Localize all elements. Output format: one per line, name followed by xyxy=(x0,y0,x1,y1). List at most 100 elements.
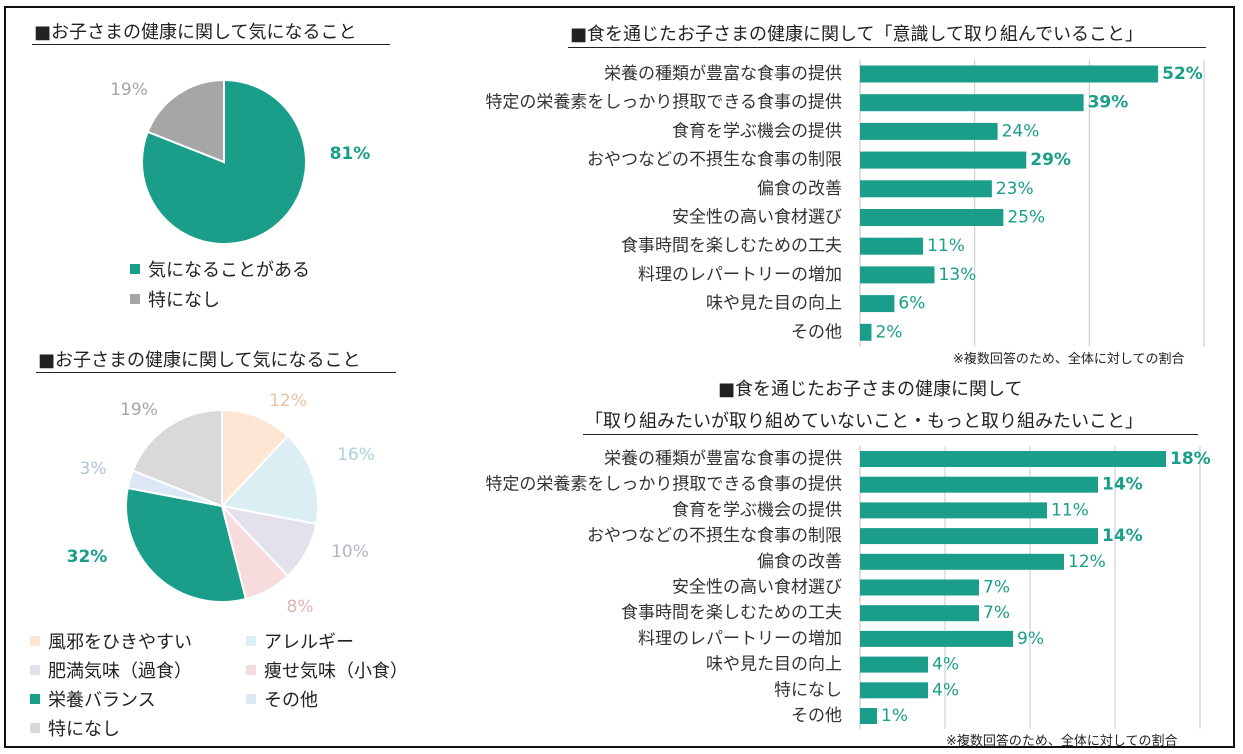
bar1-bar-4 xyxy=(860,180,992,198)
bar2-category-label-5: 安全性の高い食材選び xyxy=(672,578,842,598)
pie2-legend-swatch xyxy=(30,636,40,646)
bar2-value-label-9: 4% xyxy=(932,680,959,700)
pie2-legend-swatch xyxy=(30,665,40,675)
bar1-value-label-1: 39% xyxy=(1088,93,1129,113)
bar1-value-label-4: 23% xyxy=(996,179,1034,199)
bar2-category-label-10: その他 xyxy=(791,706,842,726)
pie2-legend-label: アレルギー xyxy=(264,632,354,653)
pie1-chart: 81% 19% xyxy=(110,78,371,245)
bar1-category-label-6: 食事時間を楽しむための工夫 xyxy=(621,236,842,256)
bar2-value-label-0: 18% xyxy=(1170,449,1211,469)
pie1-title-underline xyxy=(32,44,390,45)
pie2-legend: 風邪をひきやすい アレルギー 肥満気味（過食） 痩せ気味（小食） 栄養バランス その他 特に… xyxy=(30,628,430,740)
pie2-legend-label: 風邪をひきやすい xyxy=(48,632,192,653)
bar1-chart: 栄養の種類が豊富な食事の提供 52% 特定の栄養素をしっかり摂取できる食事の提供 39… xyxy=(485,59,1205,347)
pie2-slice-6 xyxy=(131,408,223,508)
bar1-value-label-8: 6% xyxy=(898,294,925,314)
bar2-bar-10 xyxy=(860,708,877,724)
pie2-label-5: 3% xyxy=(80,459,107,479)
pie2-legend-swatch xyxy=(30,723,40,733)
bar1-category-label-1: 特定の栄養素をしっかり摂取できる食事の提供 xyxy=(485,93,842,113)
bar1-title: ■食を通じたお子さまの健康に関して「意識して取り組んでいること」 xyxy=(570,24,1144,45)
bar2-value-label-3: 14% xyxy=(1102,526,1143,546)
bar2-bar-4 xyxy=(860,553,1064,570)
pie2-legend-item: 特になし xyxy=(30,715,120,741)
bar2-value-label-1: 14% xyxy=(1102,475,1143,495)
pie2-slice-4 xyxy=(125,486,248,603)
pie1-title: ■お子さまの健康に関して気になること xyxy=(34,22,357,43)
pie2-chart: 12% 16% 10% 8% 32% 3% 19% xyxy=(67,391,375,617)
pie1-slice-0 xyxy=(141,78,307,245)
pie2-label-4: 32% xyxy=(67,547,108,567)
bar2-bar-1 xyxy=(860,476,1098,493)
bar2-title-underline xyxy=(583,434,1198,435)
bar1-note: ※複数回答のため、全体に対しての割合 xyxy=(953,352,1185,367)
bar2-value-label-4: 12% xyxy=(1068,552,1106,572)
bar2-bar-6 xyxy=(860,605,979,622)
pie2-label-2: 10% xyxy=(331,542,369,562)
pie2-slice-1 xyxy=(220,434,319,526)
bar1-value-label-5: 25% xyxy=(1007,208,1045,228)
pie1-legend-swatch xyxy=(130,294,140,304)
pie2-legend-label: 特になし xyxy=(48,719,120,740)
pie2-legend-swatch xyxy=(246,665,256,675)
bar1-bar-1 xyxy=(860,94,1084,112)
bar2-bar-8 xyxy=(860,656,928,673)
pie2-label-3: 8% xyxy=(287,597,314,617)
bar2-value-label-2: 11% xyxy=(1051,500,1089,520)
pie1-legend-label: 気になることがある xyxy=(148,260,310,281)
bar1-category-label-7: 料理のレパートリーの増加 xyxy=(638,265,842,285)
bar2-bar-0 xyxy=(860,451,1166,467)
pie1-legend-swatch xyxy=(130,264,140,274)
pie1-legend-label: 特になし xyxy=(148,290,220,311)
pie2-legend-label: その他 xyxy=(264,690,318,711)
pie2-legend-label: 痩せ気味（小食） xyxy=(264,661,408,682)
bar1-category-label-9: その他 xyxy=(791,322,842,342)
bar1-category-label-5: 安全性の高い食材選び xyxy=(672,208,842,228)
bar1-bar-6 xyxy=(860,237,924,255)
bar1-bar-3 xyxy=(860,151,1027,169)
pie1-label-0: 81% xyxy=(330,144,371,164)
pie2-legend-swatch xyxy=(246,694,256,704)
pie2-legend-item: その他 xyxy=(246,686,318,712)
pie2-title-underline xyxy=(36,372,396,373)
bar1-bar-0 xyxy=(860,65,1159,83)
bar2-category-label-6: 食事時間を楽しむための工夫 xyxy=(621,603,842,623)
pie1-label-1: 19% xyxy=(110,80,148,100)
pie2-legend-item: アレルギー xyxy=(246,628,354,654)
bar1-value-label-7: 13% xyxy=(939,265,977,285)
pie2-label-1: 16% xyxy=(337,445,375,465)
pie2-legend-item: 栄養バランス xyxy=(30,686,156,712)
bar2-value-label-6: 7% xyxy=(983,603,1010,623)
bar2-title-line2: 「取り組みたいが取り組めていないこと・もっと取り組みたいこと」 xyxy=(585,411,1143,432)
bar1-category-label-4: 偏食の改善 xyxy=(757,179,842,199)
pie2-title: ■お子さまの健康に関して気になること xyxy=(38,350,361,371)
bar2-value-label-7: 9% xyxy=(1017,629,1044,649)
bar1-value-label-0: 52% xyxy=(1162,64,1203,84)
bar1-value-label-2: 24% xyxy=(1002,121,1040,141)
pie2-slice-0 xyxy=(221,408,290,509)
bar2-category-label-2: 食育を学ぶ機会の提供 xyxy=(672,500,842,520)
bar2-category-label-3: おやつなどの不摂生な食事の制限 xyxy=(587,526,842,546)
bar1-bar-2 xyxy=(860,122,998,140)
pie1-slice-1 xyxy=(146,78,225,164)
bar1-category-label-8: 味や見た目の向上 xyxy=(706,294,842,314)
bar2-category-label-9: 特になし xyxy=(774,680,842,700)
bar1-value-label-6: 11% xyxy=(927,236,965,256)
bar1-category-label-3: おやつなどの不摂生な食事の制限 xyxy=(587,150,842,170)
bar1-value-label-3: 29% xyxy=(1030,150,1071,170)
bar1-bar-8 xyxy=(860,295,895,313)
bar2-category-label-1: 特定の栄養素をしっかり摂取できる食事の提供 xyxy=(485,475,842,495)
pie1-legend-item: 気になることがある xyxy=(130,256,310,282)
bar2-bar-2 xyxy=(860,502,1047,519)
pie2-label-0: 12% xyxy=(269,391,307,411)
bar2-category-label-0: 栄養の種類が豊富な食事の提供 xyxy=(604,449,842,469)
pie2-legend-swatch xyxy=(246,636,256,646)
bar2-value-label-8: 4% xyxy=(932,655,959,675)
pie2-legend-item: 風邪をひきやすい xyxy=(30,628,192,654)
bar1-bar-5 xyxy=(860,209,1004,226)
chart-frame xyxy=(4,6,1235,748)
bar1-category-label-0: 栄養の種類が豊富な食事の提供 xyxy=(604,64,842,84)
bar2-bar-7 xyxy=(860,630,1013,647)
bar2-category-label-4: 偏食の改善 xyxy=(757,552,842,572)
